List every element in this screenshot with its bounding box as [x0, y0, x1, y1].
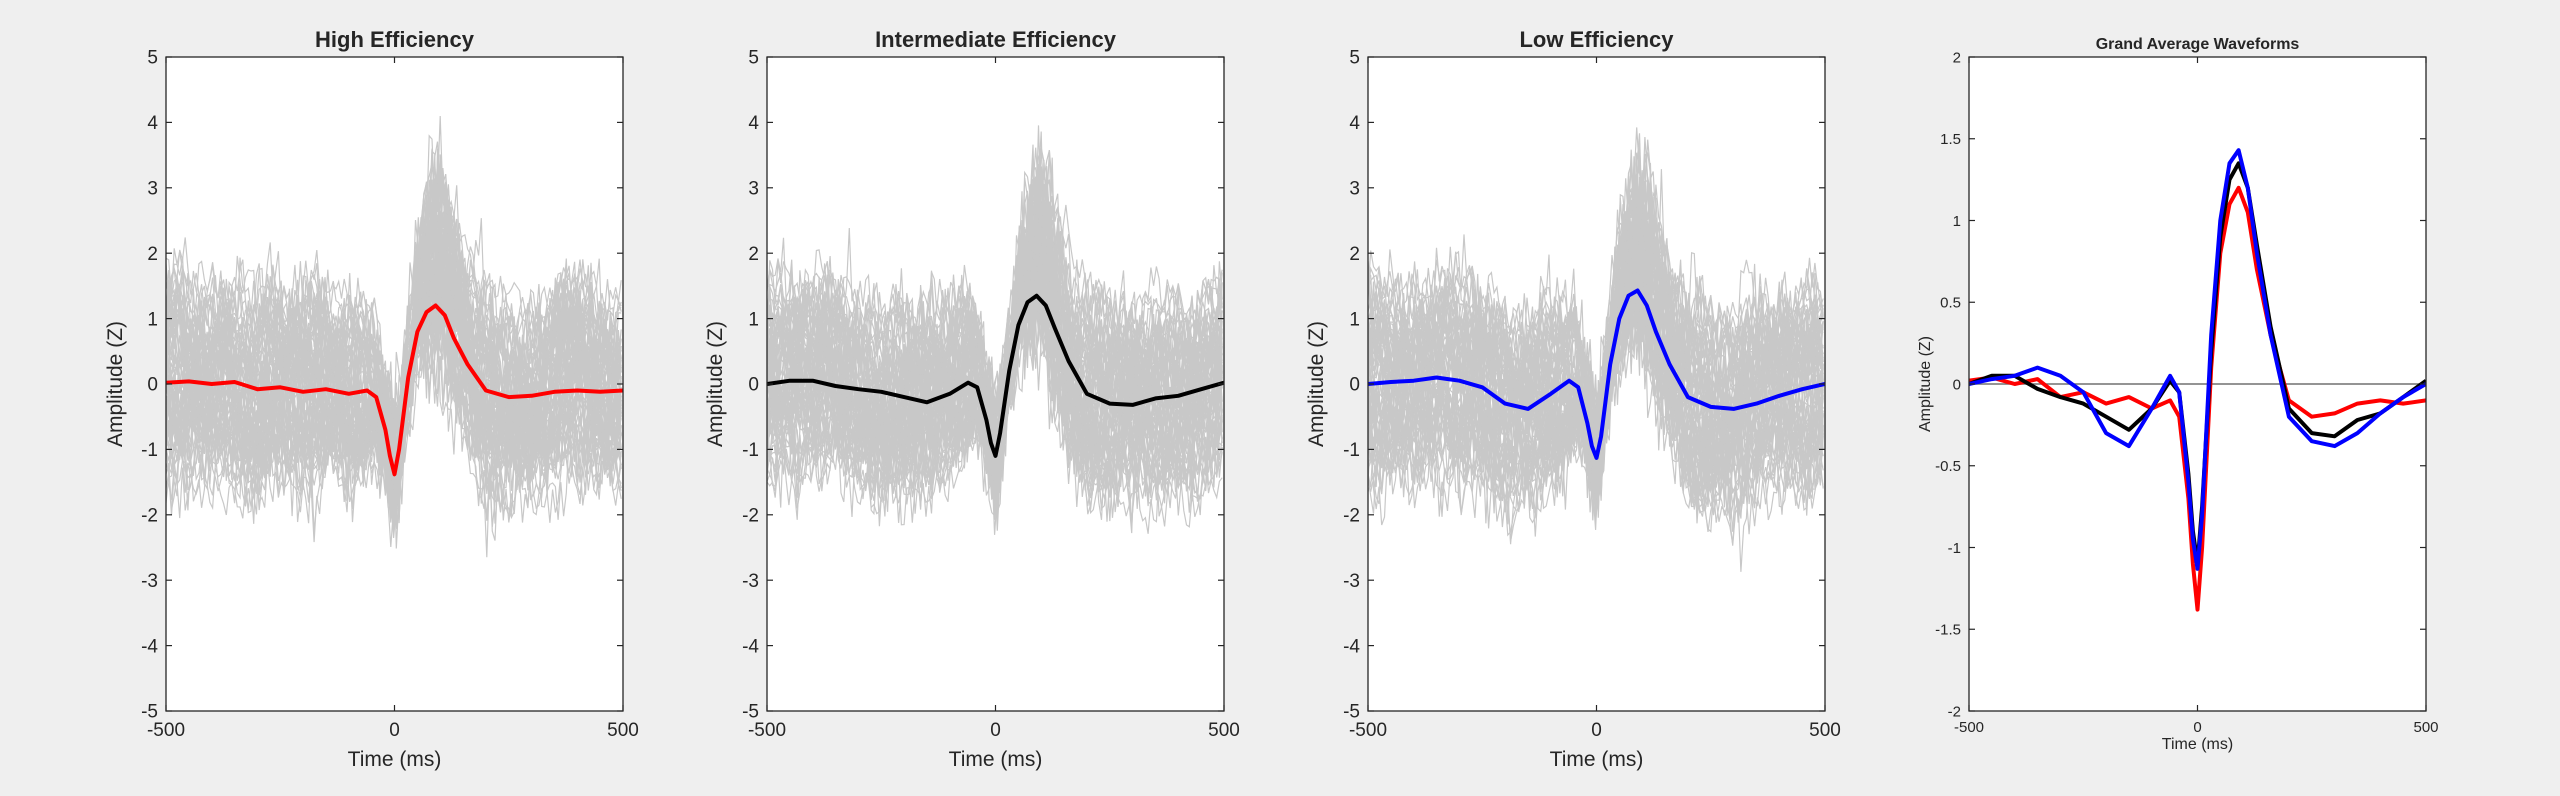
- y-tick-label: -2: [1343, 505, 1360, 526]
- trial-trace: [166, 163, 622, 519]
- x-tick-label: -500: [1954, 719, 1984, 736]
- y-tick-label: -1: [742, 440, 759, 461]
- y-tick-label: 2: [1953, 49, 1961, 66]
- y-axis-label: Amplitude (Z): [1917, 336, 1934, 432]
- y-tick-label: -1.5: [1935, 622, 1961, 639]
- y-tick-label: -5: [1343, 702, 1360, 723]
- x-tick-label: -500: [748, 720, 786, 741]
- y-tick-label: -3: [141, 571, 158, 592]
- y-tick-label: 4: [147, 113, 158, 134]
- chart-title: High Efficiency: [315, 27, 475, 52]
- x-tick-label: 0: [2193, 719, 2201, 736]
- y-tick-label: -2: [1948, 703, 1961, 720]
- series-line-1: [767, 293, 1224, 458]
- trial-trace: [767, 231, 1223, 509]
- y-tick-label: -0.5: [1935, 458, 1961, 475]
- trial-trace: [166, 154, 622, 517]
- y-tick-label: 3: [147, 178, 158, 199]
- plot-content: [767, 125, 1224, 535]
- y-tick-label: 0: [1349, 375, 1360, 396]
- series-line-1: [1969, 185, 2426, 612]
- trial-trace: [767, 150, 1223, 510]
- x-axis-label: Time (ms): [1550, 748, 1644, 771]
- x-tick-label: 500: [1208, 720, 1240, 741]
- y-tick-label: 2: [147, 244, 158, 265]
- trial-trace: [1368, 287, 1824, 513]
- y-tick-label: 1: [147, 309, 158, 330]
- y-tick-label: -2: [141, 505, 158, 526]
- trial-traces: [166, 115, 622, 558]
- y-tick-label: 0: [1953, 376, 1961, 393]
- trial-trace: [767, 260, 1223, 521]
- y-tick-label: 1.5: [1940, 131, 1961, 148]
- x-tick-label: 500: [607, 720, 639, 741]
- series-line-1: [166, 303, 623, 477]
- trial-trace: [767, 131, 1223, 520]
- chart-title: Grand Average Waveforms: [2096, 36, 2300, 53]
- y-tick-label: 4: [1349, 113, 1360, 134]
- chart-title: Intermediate Efficiency: [875, 27, 1117, 52]
- y-tick-label: 3: [1349, 178, 1360, 199]
- y-tick-label: -2: [742, 505, 759, 526]
- series-line-3: [1969, 148, 2426, 571]
- y-tick-label: 0.5: [1940, 295, 1961, 312]
- y-tick-label: 5: [748, 48, 759, 69]
- trial-trace: [1368, 219, 1824, 517]
- y-tick-label: -3: [1343, 571, 1360, 592]
- y-tick-label: -1: [1343, 440, 1360, 461]
- y-tick-label: 5: [147, 48, 158, 69]
- y-tick-label: 0: [147, 375, 158, 396]
- x-tick-label: -500: [1349, 720, 1387, 741]
- y-axis-label: Amplitude (Z): [704, 321, 727, 447]
- plot-content: [166, 115, 623, 558]
- chart-panel-2: -5 -4 -3 -2 -1 0 1 2 3 4 5 -500 0 500 Intermediate Eff…: [704, 27, 1240, 771]
- plot-content: [1368, 127, 1825, 572]
- x-tick-label: 500: [1809, 720, 1841, 741]
- y-tick-label: -5: [141, 702, 158, 723]
- trial-traces: [1368, 127, 1824, 572]
- y-tick-label: 1: [1349, 309, 1360, 330]
- x-tick-label: 0: [990, 720, 1001, 741]
- plot-content: [1969, 148, 2426, 612]
- chart-panel-3: -5 -4 -3 -2 -1 0 1 2 3 4 5 -500 0 500 Low Efficiency Ti…: [1305, 27, 1841, 771]
- y-tick-label: 5: [1349, 48, 1360, 69]
- trial-trace: [1368, 206, 1824, 542]
- y-tick-label: 4: [748, 113, 759, 134]
- x-tick-label: 500: [2413, 719, 2438, 736]
- y-tick-label: -3: [742, 571, 759, 592]
- y-axis-label: Amplitude (Z): [1305, 321, 1328, 447]
- chart-title: Low Efficiency: [1519, 27, 1674, 52]
- x-axis-label: Time (ms): [949, 748, 1043, 771]
- x-tick-label: 0: [389, 720, 400, 741]
- trial-trace: [1368, 226, 1824, 470]
- x-axis-label: Time (ms): [348, 748, 442, 771]
- trial-trace: [767, 220, 1223, 505]
- y-axis-label: Amplitude (Z): [104, 321, 127, 447]
- x-tick-label: 0: [1591, 720, 1602, 741]
- y-tick-label: -1: [141, 440, 158, 461]
- trial-trace: [1368, 163, 1824, 488]
- y-tick-label: 0: [748, 375, 759, 396]
- y-tick-label: -4: [1343, 636, 1360, 657]
- series-line-1: [1368, 288, 1825, 460]
- y-tick-label: 2: [748, 244, 759, 265]
- x-axis-label: Time (ms): [2162, 736, 2233, 753]
- x-tick-label: -500: [147, 720, 185, 741]
- y-tick-label: -1: [1948, 540, 1961, 557]
- y-tick-label: 1: [748, 309, 759, 330]
- trial-trace: [1368, 127, 1824, 515]
- trial-trace: [166, 186, 622, 488]
- y-tick-label: -4: [141, 636, 158, 657]
- y-tick-label: 2: [1349, 244, 1360, 265]
- y-tick-label: 3: [748, 178, 759, 199]
- y-tick-label: 1: [1953, 213, 1961, 230]
- chart-panel-4: -2 -1.5 -1 -0.5 0 0.5 1 1.5 2 -500 0 500 Grand Avera…: [1917, 36, 2439, 753]
- trial-trace: [1368, 259, 1824, 535]
- trial-trace: [1368, 178, 1824, 489]
- chart-panel-1: -5 -4 -3 -2 -1 0 1 2 3 4 5 -500 0 500 High Efficiency T…: [104, 27, 639, 771]
- y-tick-label: -4: [742, 636, 759, 657]
- y-tick-label: -5: [742, 702, 759, 723]
